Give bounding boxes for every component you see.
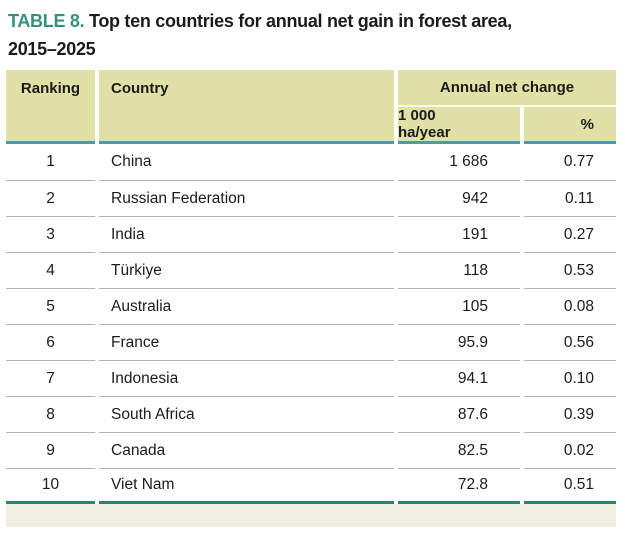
header-unit-pct: % — [524, 107, 616, 144]
cell-country: Viet Nam — [99, 468, 394, 504]
cell-pct: 0.56 — [524, 324, 616, 360]
header-unit-ha: 1 000 ha/year — [398, 107, 520, 144]
table-title-line1: Top ten countries for annual net gain in… — [88, 11, 512, 31]
cell-rank: 6 — [6, 324, 95, 360]
header-ranking: Ranking — [6, 70, 95, 144]
cell-pct: 0.02 — [524, 432, 616, 468]
cell-rank: 9 — [6, 432, 95, 468]
cell-pct: 0.53 — [524, 252, 616, 288]
cell-country: China — [111, 153, 152, 170]
cell-country: Türkiye — [99, 252, 394, 288]
table-title-line2: 2015–2025 — [8, 39, 96, 59]
cell-country: Russian Federation — [99, 180, 394, 216]
cell-rank: 10 — [6, 468, 95, 504]
cell-rank: 1 — [46, 153, 55, 170]
cell-rank: 8 — [6, 396, 95, 432]
cell-ha: 118 — [398, 252, 520, 288]
cell-ha: 105 — [398, 288, 520, 324]
cell-pct: 0.27 — [524, 216, 616, 252]
cell-rank: 2 — [6, 180, 95, 216]
cell-country: Canada — [99, 432, 394, 468]
cell-rank: 3 — [6, 216, 95, 252]
cell-country: South Africa — [99, 396, 394, 432]
cell-rank: 4 — [6, 252, 95, 288]
cell-ha: 72.8 — [398, 468, 520, 504]
cell-rank: 5 — [6, 288, 95, 324]
cell-ha: 191 — [398, 216, 520, 252]
cell-ha: 82.5 — [398, 432, 520, 468]
header-country: Country — [99, 70, 394, 144]
cell-pct: 0.77 — [563, 153, 594, 170]
forest-gain-table: Ranking Country Annual net change 1 000 … — [6, 70, 616, 504]
header-annual-net-change: Annual net change — [398, 70, 616, 107]
table-title-label: TABLE 8. — [8, 11, 85, 31]
cell-ha: 95.9 — [398, 324, 520, 360]
cell-pct: 0.10 — [524, 360, 616, 396]
cell-pct: 0.51 — [524, 468, 616, 504]
cell-pct: 0.08 — [524, 288, 616, 324]
cell-pct: 0.11 — [524, 180, 616, 216]
table-title: TABLE 8. Top ten countries for annual ne… — [0, 0, 618, 63]
cell-ha: 942 — [398, 180, 520, 216]
table-header: Ranking Country Annual net change 1 000 … — [6, 70, 616, 144]
table-body: 1 China 1 686 0.77 2 Russian Federation … — [6, 144, 616, 504]
cell-rank: 7 — [6, 360, 95, 396]
cell-country: Indonesia — [99, 360, 394, 396]
cell-country: Australia — [99, 288, 394, 324]
cell-country: India — [99, 216, 394, 252]
cell-country: France — [99, 324, 394, 360]
footer-band — [6, 504, 616, 527]
cell-ha: 87.6 — [398, 396, 520, 432]
cell-ha: 1 686 — [449, 153, 488, 170]
cell-ha: 94.1 — [398, 360, 520, 396]
cell-pct: 0.39 — [524, 396, 616, 432]
